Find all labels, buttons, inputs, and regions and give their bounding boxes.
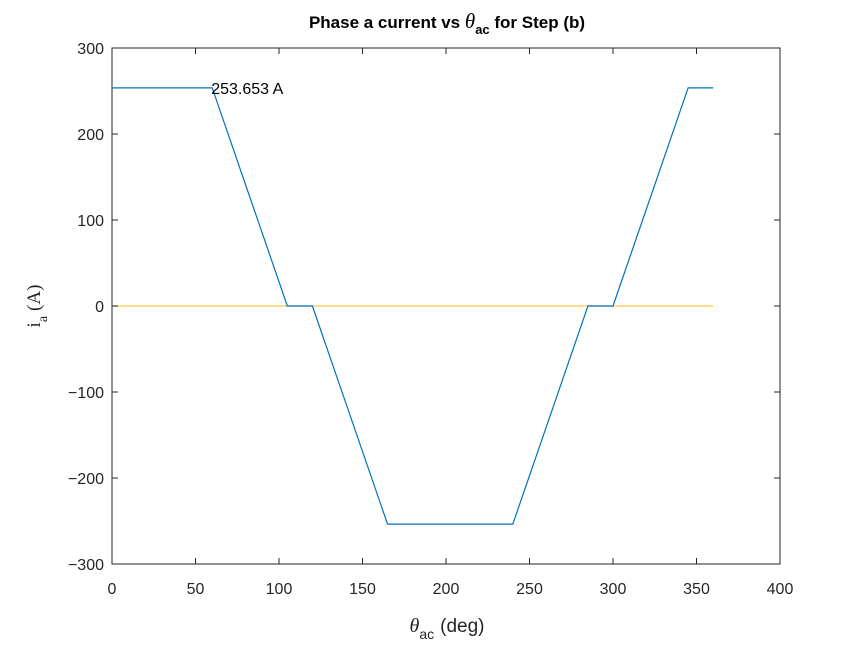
x-tick-label: 200 (433, 581, 460, 598)
y-axis-label: ia(A) (24, 285, 51, 328)
x-tick-label: 400 (767, 581, 794, 598)
y-tick-label: −200 (68, 471, 104, 488)
x-tick-label: 100 (266, 581, 293, 598)
series-line-1 (112, 87, 714, 525)
y-tick-label: 100 (77, 213, 104, 230)
x-tick-label: 150 (349, 581, 376, 598)
y-tick-label: −100 (68, 385, 104, 402)
x-axis-label: θac (deg) (410, 615, 485, 642)
y-tick-label: 200 (77, 127, 104, 144)
annotation-peak-value: 253.653 A (211, 81, 283, 98)
x-tick-label: 50 (187, 581, 205, 598)
y-tick-label: 0 (95, 299, 104, 316)
chart-title: Phase a current vs θac for Step (b) (309, 9, 585, 37)
y-tick-label: −300 (68, 557, 104, 574)
y-tick-label: 300 (77, 41, 104, 58)
x-tick-label: 350 (683, 581, 710, 598)
x-tick-label: 0 (108, 581, 117, 598)
ticks-layer: 0 50 100 150 200 250 300 350 400 300 200 100 0 −100 −2… (68, 41, 793, 598)
series-layer (112, 87, 714, 525)
x-tick-label: 300 (600, 581, 627, 598)
x-tick-label: 250 (516, 581, 543, 598)
